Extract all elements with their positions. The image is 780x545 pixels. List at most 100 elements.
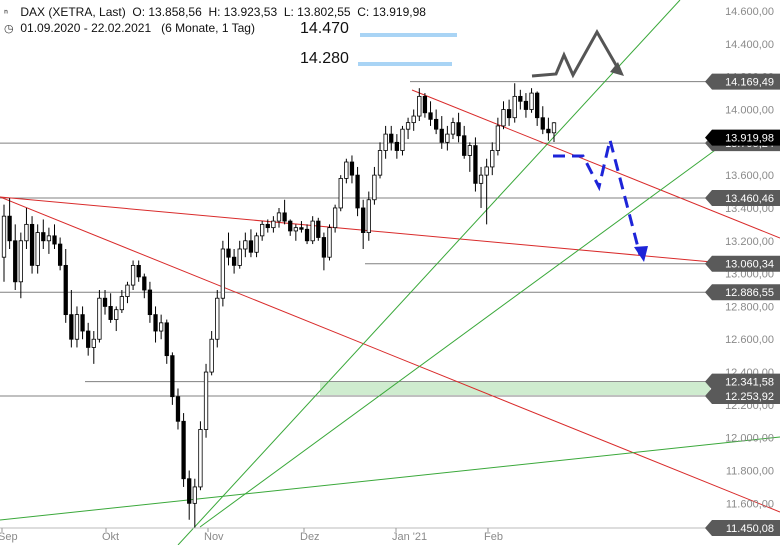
candle-body: [450, 122, 456, 135]
candle-body: [473, 145, 478, 184]
candle-body: [484, 166, 489, 176]
level-text-14470: 14.470: [300, 20, 349, 37]
svg-text:13.919,98: 13.919,98: [725, 133, 774, 145]
candle-body: [80, 314, 85, 332]
candle-body: [29, 223, 35, 266]
candle-body: [69, 314, 74, 340]
candle-body: [164, 322, 169, 357]
low-value: L: 13.802,55: [283, 5, 351, 19]
candle-body: [349, 161, 355, 176]
candle-body: [299, 227, 304, 230]
candle-body: [170, 355, 175, 398]
candle-body: [1, 215, 7, 258]
candle-body: [377, 150, 383, 176]
green-trendline-medium: [199, 147, 719, 528]
y-tick-label: 11.800,00: [726, 466, 774, 478]
x-tick-label: Jan '21: [392, 531, 427, 543]
candle-body: [102, 297, 108, 307]
chart-header-instrument: ⁿ DAX (XETRA, Last) O: 13.858,56 H: 13.9…: [4, 5, 426, 19]
chart-header-range: ◷ 01.09.2020 - 22.02.2021 (6 Monate, 1 T…: [4, 21, 255, 35]
candle-body: [467, 145, 472, 156]
candle-body: [495, 125, 501, 151]
red-trendline-upper: [411, 89, 780, 239]
candle-body: [57, 243, 63, 266]
candle-body: [153, 314, 158, 332]
x-tick-label: Sep: [0, 531, 18, 543]
y-tick-label: 14.400,00: [725, 39, 774, 51]
y-tick-label: 13.600,00: [725, 170, 774, 182]
candle-body: [97, 297, 102, 340]
candle-body: [310, 220, 315, 242]
y-tick-label: 12.000,00: [725, 433, 774, 445]
candle-body: [529, 92, 534, 110]
candle-body: [254, 235, 259, 253]
x-tick-label: Dez: [300, 531, 320, 543]
candle-body: [344, 161, 349, 179]
candle-body: [316, 220, 321, 238]
candle-body: [181, 420, 186, 480]
candle-body: [24, 223, 29, 242]
red-trendline-long: [0, 196, 713, 263]
open-value: O: 13.858,56: [132, 5, 202, 19]
candle-body: [142, 276, 147, 291]
price-label: 13.060,34: [705, 255, 780, 272]
candle-body: [248, 240, 254, 253]
red-trendline-steep: [0, 196, 780, 513]
date-range: 01.09.2020 - 22.02.2021: [20, 21, 152, 35]
price-label: 12.886,55: [705, 284, 780, 301]
forecast-gray-path: [531, 28, 624, 79]
candle-body: [74, 314, 80, 340]
candle-body: [456, 122, 461, 137]
candle-body: [231, 256, 237, 266]
price-label: 14.169,49: [705, 73, 780, 90]
candle-body: [198, 429, 203, 488]
candle-body: [260, 223, 265, 237]
clock-icon: ◷: [4, 23, 14, 35]
candle-body: [18, 240, 23, 283]
candle-body: [422, 95, 428, 114]
svg-text:11.450,08: 11.450,08: [726, 523, 774, 535]
candle-body: [445, 133, 450, 143]
candle-body: [265, 223, 270, 229]
y-tick-label: 11.600,00: [726, 498, 774, 510]
candle-body: [361, 207, 366, 233]
candle-body: [394, 141, 399, 151]
x-tick-label: Feb: [484, 531, 503, 543]
candle-body: [192, 486, 197, 504]
candle-body: [355, 174, 360, 209]
candle-body: [41, 232, 46, 242]
close-value: C: 13.919,98: [357, 5, 426, 19]
svg-text:13.460,46: 13.460,46: [725, 193, 774, 205]
candle-body: [389, 133, 394, 143]
candle-body: [136, 264, 141, 278]
price-label: 11.450,08: [705, 519, 780, 536]
candle-body: [512, 95, 517, 119]
y-tick-label: 12.800,00: [725, 301, 774, 313]
candle-body: [243, 240, 248, 250]
candle-body: [13, 240, 18, 283]
candle-body: [7, 215, 12, 242]
candle-body: [282, 212, 287, 222]
high-value: H: 13.923,53: [208, 5, 278, 19]
svg-text:12.886,55: 12.886,55: [725, 287, 774, 299]
candle-body: [332, 207, 338, 229]
candle-body: [304, 228, 310, 242]
candle-body: [35, 232, 40, 266]
price-label: 12.341,58: [705, 373, 780, 390]
candle-body: [175, 396, 181, 422]
y-tick-label: 14.000,00: [725, 105, 774, 117]
svg-text:13.060,34: 13.060,34: [725, 259, 774, 271]
candle-body: [490, 150, 495, 168]
svg-text:12.341,58: 12.341,58: [725, 377, 774, 389]
candle-body: [86, 330, 91, 348]
candles: [1, 83, 557, 528]
candle-body: [91, 338, 96, 348]
candle-body: [501, 109, 506, 127]
candle-body: [130, 264, 136, 286]
candle-body: [383, 133, 388, 151]
candle-body: [52, 235, 57, 245]
x-tick-label: Nov: [204, 531, 224, 543]
candle-body: [125, 284, 130, 297]
